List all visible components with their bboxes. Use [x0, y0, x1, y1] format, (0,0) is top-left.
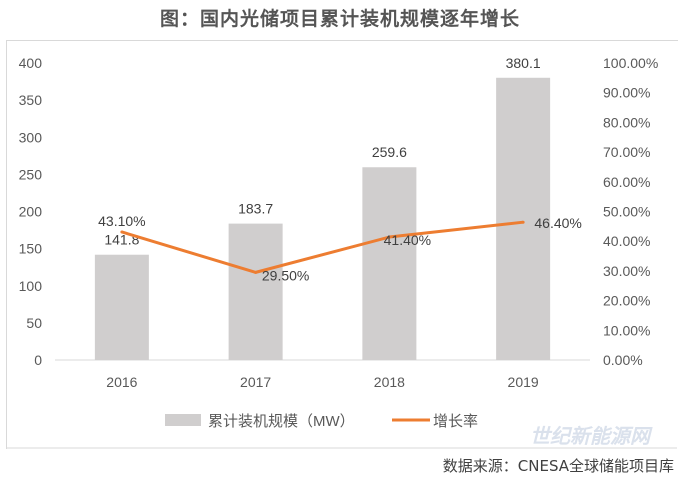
right-axis-tick: 10.00%: [603, 322, 650, 338]
right-axis-tick: 30.00%: [603, 263, 650, 279]
left-axis-tick: 100: [19, 278, 43, 294]
legend-label-bar: 累计装机规模（MW）: [208, 413, 355, 430]
line-data-label: 41.40%: [384, 232, 431, 248]
line-data-label: 29.50%: [262, 267, 309, 283]
left-axis-tick: 200: [19, 204, 43, 220]
line-point: [521, 220, 525, 224]
left-axis-tick: 50: [26, 315, 42, 331]
bar-data-label: 259.6: [372, 144, 407, 160]
chart-frame: [6, 40, 678, 449]
left-axis-tick: 250: [19, 166, 43, 182]
growth-rate-line: [121, 220, 524, 274]
bar-data-label: 141.8: [104, 232, 139, 248]
watermark-logo: 世纪新能源网: [530, 424, 650, 448]
line-point: [254, 270, 258, 274]
right-axis-tick: 40.00%: [603, 233, 650, 249]
x-axis-tick: 2017: [240, 374, 271, 390]
line-data-label: 46.40%: [534, 215, 581, 231]
right-axis-tick: 90.00%: [603, 85, 650, 101]
left-axis-tick: 350: [19, 92, 43, 108]
legend-label-line: 增长率: [433, 413, 478, 430]
right-axis-tick: 20.00%: [603, 293, 650, 309]
bar-data-label: 183.7: [238, 201, 273, 217]
line-point: [120, 230, 124, 234]
bar-data-label: 380.1: [506, 55, 541, 71]
line-data-label: 43.10%: [98, 213, 145, 229]
bar: [362, 167, 417, 360]
line-point: [387, 235, 391, 239]
left-axis-tick: 300: [19, 129, 43, 145]
left-axis-tick: 0: [34, 352, 42, 368]
legend-swatch-bar: [165, 414, 201, 426]
right-axis-tick: 60.00%: [603, 174, 650, 190]
bar: [496, 77, 551, 360]
chart-title: 图：国内光储项目累计装机规模逐年增长: [159, 8, 520, 30]
left-axis-tick: 400: [19, 55, 43, 71]
left-axis-tick: 150: [19, 241, 43, 257]
bar: [94, 254, 149, 360]
x-axis-tick: 2019: [508, 374, 539, 390]
right-axis-tick: 70.00%: [603, 144, 650, 160]
right-axis-tick: 80.00%: [603, 114, 650, 130]
data-source: 数据来源：CNESA全球储能项目库: [442, 457, 674, 475]
right-axis-tick: 100.00%: [603, 55, 658, 71]
right-axis-tick: 0.00%: [603, 352, 643, 368]
x-axis-tick: 2016: [106, 374, 137, 390]
x-axis-tick: 2018: [374, 374, 405, 390]
bar: [228, 223, 283, 360]
right-axis-tick: 50.00%: [603, 204, 650, 220]
